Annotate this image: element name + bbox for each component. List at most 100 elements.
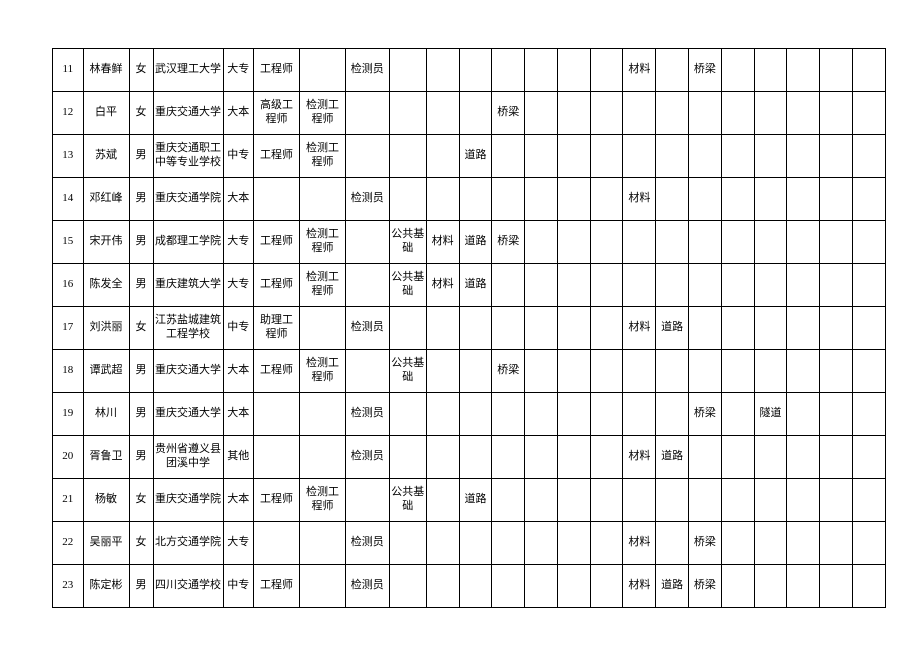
cell-k [754,221,787,264]
cell-g [623,135,656,178]
cell-name: 吴丽平 [83,522,129,565]
cell-edu: 大本 [223,178,254,221]
cell-d [525,49,558,92]
cell-f [590,393,623,436]
cell-l [787,135,820,178]
cell-c [492,264,525,307]
cell-d [525,264,558,307]
cell-q1 [300,436,346,479]
cell-d [525,522,558,565]
cell-idx: 11 [53,49,84,92]
cell-k [754,49,787,92]
cell-q3: 公共基础 [389,221,426,264]
cell-c: 桥梁 [492,221,525,264]
cell-q2: 检测员 [345,178,389,221]
cell-idx: 14 [53,178,84,221]
cell-e [557,49,590,92]
cell-e [557,522,590,565]
cell-a [426,393,459,436]
cell-n [852,393,885,436]
cell-m [820,393,853,436]
cell-n [852,307,885,350]
cell-school: 武汉理工大学 [153,49,223,92]
cell-j [721,264,754,307]
cell-q2 [345,479,389,522]
cell-edu: 大本 [223,92,254,135]
cell-school: 江苏盐城建筑工程学校 [153,307,223,350]
table-row: 23陈定彬男四川交通学校中专工程师检测员材料道路桥梁 [53,565,886,608]
cell-l [787,221,820,264]
cell-g: 材料 [623,307,656,350]
cell-c [492,178,525,221]
cell-title: 助理工程师 [254,307,300,350]
cell-q3 [389,92,426,135]
table-row: 13苏斌男重庆交通职工中等专业学校中专工程师检测工程师道路 [53,135,886,178]
cell-n [852,522,885,565]
cell-a: 材料 [426,221,459,264]
cell-idx: 23 [53,565,84,608]
cell-c [492,522,525,565]
cell-j [721,565,754,608]
cell-n [852,92,885,135]
cell-b [459,436,492,479]
cell-c: 桥梁 [492,92,525,135]
cell-l [787,565,820,608]
cell-h: 道路 [656,307,689,350]
cell-j [721,135,754,178]
cell-sex: 女 [129,92,153,135]
cell-i [689,135,722,178]
cell-q2 [345,135,389,178]
cell-m [820,49,853,92]
cell-b [459,522,492,565]
cell-idx: 22 [53,522,84,565]
cell-sex: 男 [129,393,153,436]
cell-c [492,49,525,92]
cell-a [426,135,459,178]
cell-i [689,350,722,393]
cell-m [820,479,853,522]
cell-sex: 男 [129,264,153,307]
cell-d [525,436,558,479]
cell-school: 重庆交通职工中等专业学校 [153,135,223,178]
cell-m [820,135,853,178]
cell-edu: 大本 [223,479,254,522]
cell-n [852,479,885,522]
cell-l [787,92,820,135]
cell-n [852,350,885,393]
cell-edu: 中专 [223,135,254,178]
cell-sex: 女 [129,479,153,522]
cell-l [787,350,820,393]
cell-b: 道路 [459,221,492,264]
cell-q2: 检测员 [345,522,389,565]
cell-f [590,307,623,350]
cell-g [623,393,656,436]
cell-l [787,307,820,350]
cell-g [623,221,656,264]
cell-j [721,178,754,221]
table-row: 15宋开伟男成都理工学院大专工程师检测工程师公共基础材料道路桥梁 [53,221,886,264]
cell-a [426,307,459,350]
cell-a [426,565,459,608]
cell-f [590,522,623,565]
cell-q2 [345,221,389,264]
cell-i [689,221,722,264]
cell-school: 贵州省遵义县团溪中学 [153,436,223,479]
cell-d [525,307,558,350]
cell-sex: 男 [129,350,153,393]
cell-k [754,436,787,479]
cell-d [525,221,558,264]
cell-m [820,178,853,221]
cell-h [656,92,689,135]
cell-name: 胥鲁卫 [83,436,129,479]
cell-q3 [389,393,426,436]
cell-a [426,178,459,221]
cell-school: 成都理工学院 [153,221,223,264]
cell-f [590,264,623,307]
cell-e [557,393,590,436]
cell-idx: 16 [53,264,84,307]
cell-idx: 12 [53,92,84,135]
cell-f [590,49,623,92]
cell-name: 白平 [83,92,129,135]
cell-n [852,49,885,92]
cell-j [721,479,754,522]
